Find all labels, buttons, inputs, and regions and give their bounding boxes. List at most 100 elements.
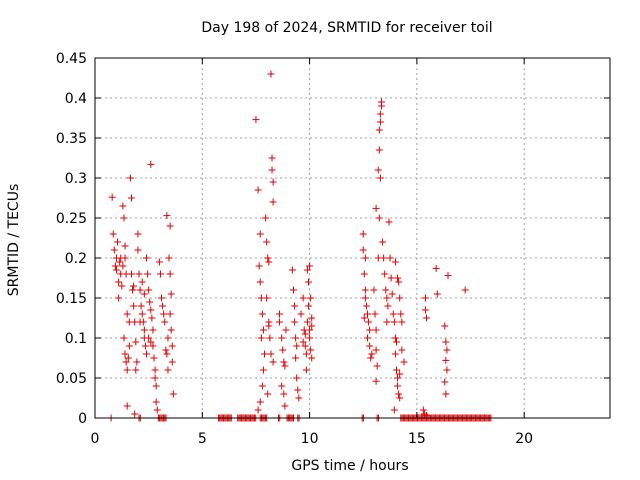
data-point bbox=[144, 270, 152, 278]
data-point bbox=[442, 356, 450, 364]
data-point bbox=[280, 390, 288, 398]
data-point bbox=[359, 246, 367, 254]
x-tick-label: 20 bbox=[515, 431, 533, 447]
data-point bbox=[372, 326, 380, 334]
data-point bbox=[132, 366, 140, 374]
y-tick-label: 0.4 bbox=[65, 91, 87, 107]
data-point bbox=[155, 258, 163, 266]
data-point bbox=[119, 202, 127, 210]
data-point bbox=[375, 214, 383, 222]
data-point bbox=[140, 290, 148, 298]
data-point bbox=[168, 358, 176, 366]
data-point bbox=[395, 390, 403, 398]
data-point bbox=[259, 326, 267, 334]
data-point bbox=[359, 230, 367, 238]
data-point bbox=[266, 334, 274, 342]
data-point bbox=[124, 354, 132, 362]
data-point bbox=[257, 334, 265, 342]
data-point bbox=[292, 334, 300, 342]
data-point bbox=[150, 354, 158, 362]
data-point bbox=[372, 377, 380, 385]
data-point bbox=[256, 398, 264, 406]
data-point bbox=[163, 350, 171, 358]
data-point bbox=[127, 270, 135, 278]
data-point bbox=[166, 310, 174, 318]
data-point bbox=[252, 116, 260, 124]
data-point bbox=[151, 366, 159, 374]
data-point bbox=[162, 346, 170, 354]
data-point bbox=[130, 302, 138, 310]
data-point bbox=[289, 286, 297, 294]
data-point bbox=[261, 350, 269, 358]
data-point bbox=[259, 366, 267, 374]
y-tick-label: 0 bbox=[78, 411, 87, 427]
x-tick-label: 0 bbox=[91, 431, 100, 447]
data-point bbox=[388, 290, 396, 298]
data-point bbox=[169, 390, 177, 398]
data-point bbox=[258, 310, 266, 318]
data-point bbox=[394, 382, 402, 390]
data-point bbox=[442, 338, 450, 346]
y-tick-label: 0.25 bbox=[56, 211, 87, 227]
y-tick-label: 0.2 bbox=[65, 251, 87, 267]
data-point bbox=[167, 326, 175, 334]
data-point bbox=[398, 346, 406, 354]
data-point bbox=[136, 286, 144, 294]
data-point bbox=[368, 350, 376, 358]
data-point bbox=[299, 294, 307, 302]
data-point bbox=[365, 318, 373, 326]
data-point bbox=[111, 262, 119, 270]
data-point bbox=[120, 334, 128, 342]
data-point bbox=[443, 366, 451, 374]
data-point bbox=[145, 286, 153, 294]
data-point bbox=[115, 278, 123, 286]
data-point bbox=[391, 258, 399, 266]
y-tick-label: 0.45 bbox=[56, 51, 87, 67]
data-point bbox=[138, 310, 146, 318]
data-point bbox=[301, 330, 309, 338]
data-point bbox=[390, 406, 398, 414]
data-point bbox=[291, 302, 299, 310]
data-point bbox=[308, 314, 316, 322]
data-point bbox=[383, 294, 391, 302]
data-point bbox=[149, 342, 157, 350]
data-point bbox=[390, 318, 398, 326]
data-point bbox=[279, 346, 287, 354]
data-point bbox=[375, 126, 383, 134]
data-point bbox=[299, 338, 307, 346]
data-point bbox=[132, 338, 140, 346]
data-point bbox=[120, 214, 128, 222]
data-point bbox=[141, 342, 149, 350]
data-point bbox=[123, 366, 131, 374]
data-point bbox=[163, 212, 171, 220]
data-point bbox=[123, 402, 131, 410]
data-point bbox=[461, 286, 469, 294]
data-point bbox=[444, 272, 452, 280]
x-tick-label: 5 bbox=[198, 431, 207, 447]
data-point bbox=[375, 146, 383, 154]
data-point bbox=[370, 286, 378, 294]
data-point bbox=[362, 302, 370, 310]
data-point bbox=[118, 282, 126, 290]
data-point bbox=[307, 294, 315, 302]
data-point bbox=[269, 198, 277, 206]
data-point bbox=[265, 322, 273, 330]
data-point bbox=[152, 398, 160, 406]
data-point bbox=[167, 290, 175, 298]
data-point bbox=[256, 230, 264, 238]
data-point bbox=[377, 98, 385, 106]
data-point bbox=[361, 254, 369, 262]
data-point bbox=[134, 230, 142, 238]
data-point bbox=[382, 286, 390, 294]
data-point bbox=[127, 194, 135, 202]
data-point bbox=[166, 222, 174, 230]
data-point bbox=[292, 354, 300, 362]
data-point bbox=[276, 318, 284, 326]
data-point bbox=[380, 254, 388, 262]
data-point bbox=[121, 254, 129, 262]
data-point bbox=[119, 262, 127, 270]
data-point bbox=[263, 238, 271, 246]
plot-frame bbox=[94, 57, 611, 419]
data-point bbox=[254, 406, 262, 414]
data-point bbox=[134, 246, 142, 254]
